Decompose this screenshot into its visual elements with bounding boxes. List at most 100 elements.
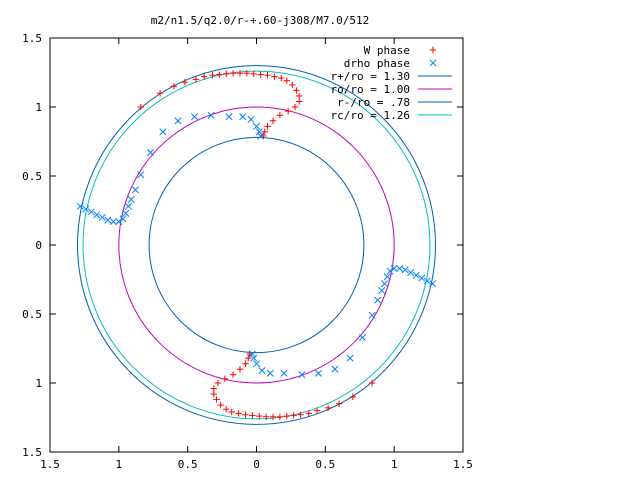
drho-phase-point (87, 208, 95, 216)
w-phase-point (221, 375, 229, 383)
drho-phase-point (146, 148, 155, 157)
legend-marker (429, 46, 437, 54)
drho-phase-point (207, 111, 215, 119)
drho-phase-point (104, 216, 112, 224)
y-tick-label: 1 (35, 377, 42, 390)
drho-phase-point (346, 354, 354, 362)
drho-phase-point (82, 205, 90, 213)
y-tick-label: 1 (35, 101, 42, 114)
w-phase-point (295, 98, 303, 105)
w-phase-point (245, 354, 252, 362)
w-phase-point (297, 411, 304, 418)
drho-phase-point (124, 202, 133, 210)
drho-phase-point (174, 117, 182, 125)
drho-phase-point (429, 280, 437, 288)
w-phase-point (170, 83, 178, 90)
drho-phase-point (378, 286, 386, 295)
w-phase-point (278, 74, 285, 82)
drho-phase-point (247, 115, 255, 123)
w-phase-point (276, 112, 284, 119)
x-tick-label: 0.5 (178, 458, 198, 471)
legend-label: W phase (364, 44, 410, 57)
w-phase-point (200, 73, 208, 80)
w-phase-point (235, 410, 242, 417)
w-phase-point (349, 393, 357, 400)
w-phase-point (156, 90, 164, 97)
circle-roro (118, 106, 395, 384)
w-phase-point (289, 81, 296, 89)
y-tick-label: 0.5 (22, 308, 42, 321)
w-phase-point (249, 412, 256, 419)
chart-title: m2/n1.5/q2.0/r-+.60-j308/M7.0/512 (151, 14, 370, 27)
drho-phase-point (239, 113, 247, 121)
drho-phase-point (131, 186, 139, 194)
drho-phase-point (127, 195, 135, 204)
axes: 1.5 1 0.5 0 0.5 1 1.51.510.500.511.5 (22, 32, 473, 471)
legend-label: drho phase (344, 57, 410, 70)
w-phase-point (295, 92, 303, 100)
legend-marker (429, 59, 437, 67)
w-phase-point (242, 360, 249, 367)
legend-label: ro/ro = 1.00 (331, 83, 410, 96)
drho-phase-point (109, 217, 117, 226)
drho-phase-point (423, 277, 431, 285)
x-tick-label: 1.5 (453, 458, 473, 471)
circle-r-ro (148, 136, 365, 354)
drho-phase-point (137, 171, 145, 179)
w-phase-point (264, 123, 271, 130)
x-tick-label: 1.5 (40, 458, 60, 471)
w-phase-point (324, 404, 332, 412)
drho-phase-point (257, 132, 265, 140)
w-phase-point (242, 411, 249, 418)
legend-label: rc/ro = 1.26 (331, 109, 410, 122)
drho-phase-point (418, 274, 426, 282)
drho-phase-point (115, 217, 123, 226)
drho-phase-point (250, 354, 258, 362)
w-phase-point (284, 107, 292, 115)
x-tick-label: 1 (391, 458, 398, 471)
drho-phase-point (358, 333, 367, 342)
w-phase-point (243, 69, 251, 77)
w-phase-point (262, 413, 270, 421)
drho-phase-point (396, 264, 404, 273)
w-phase-point (236, 366, 244, 373)
drho-phase-point (98, 213, 106, 221)
w-phase-point (276, 413, 284, 421)
w-phase-point (210, 390, 218, 398)
y-tick-label: 0 (35, 239, 42, 252)
w-phase-point (283, 77, 290, 84)
w-phase-point (291, 103, 299, 111)
w-phase-point (368, 379, 376, 387)
drho-phase-point (407, 269, 415, 277)
drho-phase-point (390, 264, 398, 273)
w-phase-point (256, 412, 263, 420)
drho-phase-point (122, 209, 130, 217)
w-phase-point (250, 70, 257, 78)
y-tick-label: 0.5 (22, 170, 42, 183)
drho-phase-point (380, 280, 389, 288)
w-phase-point (223, 70, 230, 78)
w-phase-point (264, 72, 271, 79)
w-phase-point (271, 73, 278, 80)
w-phase-point (213, 396, 220, 403)
drho-phase-point (159, 128, 167, 136)
w-phase-point (209, 72, 216, 79)
drho-phase-point (119, 215, 127, 223)
legend-label: r-/ro = .78 (337, 96, 410, 109)
x-tick-label: 0.5 (315, 458, 335, 471)
w-phase-point (290, 412, 297, 419)
drho-phase-point (190, 113, 199, 121)
drho-phase-point (266, 369, 274, 377)
drho-phase-point (258, 367, 266, 375)
drho-phase-point (225, 113, 233, 121)
drho-phase-point (252, 122, 261, 130)
drho-phase-point (280, 369, 288, 377)
drho-phase-point (252, 360, 261, 368)
w-phase-point (181, 78, 189, 86)
w-phase-point (269, 413, 277, 421)
circle-r+ro (77, 65, 436, 425)
w-phase-point (293, 87, 300, 94)
y-tick-label: 1.5 (22, 32, 42, 45)
drho-phase-point (255, 128, 263, 136)
